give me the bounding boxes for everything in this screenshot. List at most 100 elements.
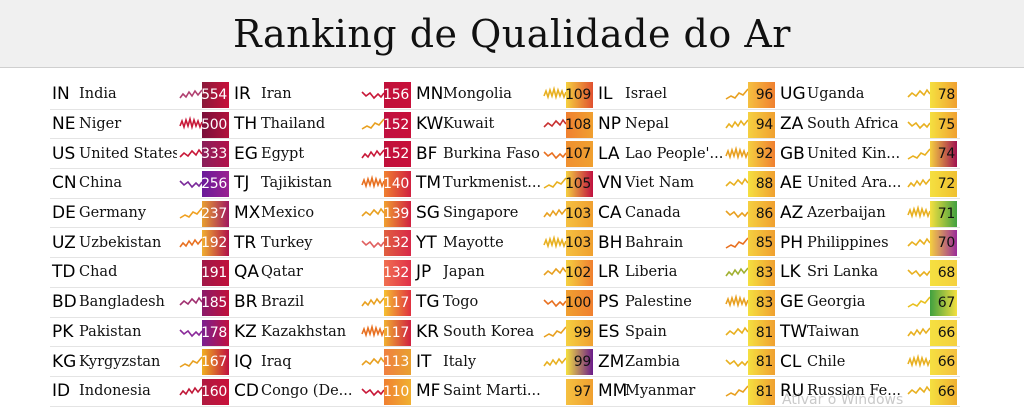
aqi-badge: 178 — [201, 319, 229, 346]
country-row[interactable]: BF Burkina Faso 107 — [414, 139, 596, 170]
aqi-color-bar — [384, 171, 411, 198]
country-row[interactable]: MF Saint Marti... 97 — [414, 377, 596, 407]
country-row[interactable]: IQ Iraq 113 — [232, 347, 414, 377]
country-row[interactable]: GB United Kin... 74 — [778, 139, 960, 170]
aqi-color-bar — [748, 378, 775, 405]
aqi-badge: 103 — [565, 230, 593, 257]
country-row[interactable]: RU Russian Fe... 66 — [778, 377, 960, 407]
country-code: IR — [234, 84, 251, 105]
country-code: MM — [598, 381, 628, 402]
country-row[interactable]: UZ Uzbekistan 192 — [50, 228, 232, 259]
aqi-color-bar — [930, 378, 957, 405]
country-row[interactable]: JP Japan 102 — [414, 258, 596, 288]
country-code: DE — [52, 203, 76, 224]
country-row[interactable]: US United States 333 — [50, 139, 232, 170]
country-row[interactable]: LR Liberia 83 — [596, 258, 778, 288]
country-row[interactable]: IN India 554 — [50, 80, 232, 110]
trend-sparkline-icon — [179, 89, 203, 99]
aqi-badge: 140 — [383, 171, 411, 198]
aqi-value: 105 — [565, 176, 591, 193]
country-code: AE — [780, 173, 803, 194]
country-code: TD — [52, 262, 76, 283]
country-row[interactable]: GE Georgia 67 — [778, 288, 960, 318]
country-row[interactable]: TD Chad 191 — [50, 258, 232, 288]
country-row[interactable]: CD Congo (De... 110 — [232, 377, 414, 407]
country-row[interactable]: CL Chile 66 — [778, 347, 960, 377]
aqi-badge: 66 — [930, 349, 957, 376]
country-row[interactable]: BD Bangladesh 185 — [50, 288, 232, 318]
aqi-value: 66 — [937, 324, 956, 341]
country-row[interactable]: PK Pakistan 178 — [50, 318, 232, 348]
country-row[interactable]: TM Turkmenist... 105 — [414, 169, 596, 199]
country-code: TM — [416, 173, 442, 194]
country-row[interactable]: CA Canada 86 — [596, 199, 778, 229]
country-row[interactable]: MN Mongolia 109 — [414, 80, 596, 110]
country-row[interactable]: SG Singapore 103 — [414, 199, 596, 229]
country-row[interactable]: BH Bahrain 85 — [596, 228, 778, 259]
trend-sparkline-icon — [543, 267, 567, 277]
aqi-badge: 83 — [748, 289, 775, 316]
country-row[interactable]: TJ Tajikistan 140 — [232, 169, 414, 199]
country-row[interactable]: PH Philippines 70 — [778, 228, 960, 259]
country-row[interactable]: TW Taiwan 66 — [778, 318, 960, 348]
country-row[interactable]: PS Palestine 83 — [596, 288, 778, 318]
aqi-color-bar — [384, 111, 411, 138]
aqi-badge: 99 — [566, 349, 593, 376]
country-row[interactable]: BR Brazil 117 — [232, 288, 414, 318]
country-row[interactable]: UG Uganda 78 — [778, 80, 960, 110]
trend-sparkline-icon — [361, 356, 385, 366]
country-row[interactable]: LA Lao People'... 92 — [596, 139, 778, 170]
aqi-value: 70 — [937, 235, 956, 252]
trend-sparkline-icon — [907, 385, 931, 395]
trend-sparkline-icon — [907, 296, 931, 308]
country-row[interactable]: ZM Zambia 81 — [596, 347, 778, 377]
trend-sparkline-icon — [361, 207, 385, 217]
country-row[interactable]: CN China 256 — [50, 169, 232, 199]
country-row[interactable]: TR Turkey 132 — [232, 228, 414, 259]
country-row[interactable]: KZ Kazakhstan 117 — [232, 318, 414, 348]
country-code: RU — [780, 381, 805, 402]
aqi-badge: 156 — [383, 82, 411, 108]
trend-sparkline-icon — [361, 323, 385, 338]
country-row[interactable]: VN Viet Nam 88 — [596, 169, 778, 199]
country-code: QA — [234, 262, 260, 283]
country-row[interactable]: NP Nepal 94 — [596, 110, 778, 140]
country-row[interactable]: AE United Ara... 72 — [778, 169, 960, 199]
aqi-value: 110 — [383, 383, 409, 400]
country-row[interactable]: NE Niger 500 — [50, 110, 232, 140]
country-row[interactable]: TH Thailand 152 — [232, 110, 414, 140]
aqi-value: 152 — [383, 116, 409, 133]
country-row[interactable]: IL Israel 96 — [596, 80, 778, 110]
aqi-color-bar — [748, 171, 775, 198]
country-name: Brazil — [261, 294, 305, 311]
country-row[interactable]: EG Egypt 152 — [232, 139, 414, 170]
aqi-value: 74 — [937, 146, 956, 163]
country-row[interactable]: KW Kuwait 108 — [414, 110, 596, 140]
country-row[interactable]: ZA South Africa 75 — [778, 110, 960, 140]
country-row[interactable]: ID Indonesia 160 — [50, 377, 232, 407]
country-row[interactable]: KG Kyrgyzstan 167 — [50, 347, 232, 377]
country-row[interactable]: LK Sri Lanka 68 — [778, 258, 960, 288]
aqi-badge: 185 — [201, 289, 229, 316]
country-row[interactable]: IR Iran 156 — [232, 80, 414, 110]
aqi-color-bar — [384, 230, 411, 257]
country-row[interactable]: MX Mexico 139 — [232, 199, 414, 229]
aqi-value: 132 — [383, 235, 409, 252]
country-row[interactable]: AZ Azerbaijan 71 — [778, 199, 960, 229]
country-row[interactable]: DE Germany 237 — [50, 199, 232, 229]
aqi-badge: 72 — [930, 171, 957, 198]
aqi-badge: 113 — [383, 349, 411, 376]
aqi-value: 500 — [201, 116, 227, 133]
country-row[interactable]: IT Italy 99 — [414, 347, 596, 377]
country-row[interactable]: MM Myanmar 81 — [596, 377, 778, 407]
aqi-color-bar — [202, 200, 229, 227]
aqi-color-bar — [566, 82, 593, 108]
country-row[interactable]: KR South Korea 99 — [414, 318, 596, 348]
aqi-value: 109 — [565, 87, 591, 103]
country-code: CN — [52, 173, 77, 194]
country-row[interactable]: TG Togo 100 — [414, 288, 596, 318]
trend-sparkline-icon — [179, 386, 203, 396]
country-row[interactable]: YT Mayotte 103 — [414, 228, 596, 259]
country-row[interactable]: ES Spain 81 — [596, 318, 778, 348]
country-row[interactable]: QA Qatar 132 — [232, 258, 414, 288]
